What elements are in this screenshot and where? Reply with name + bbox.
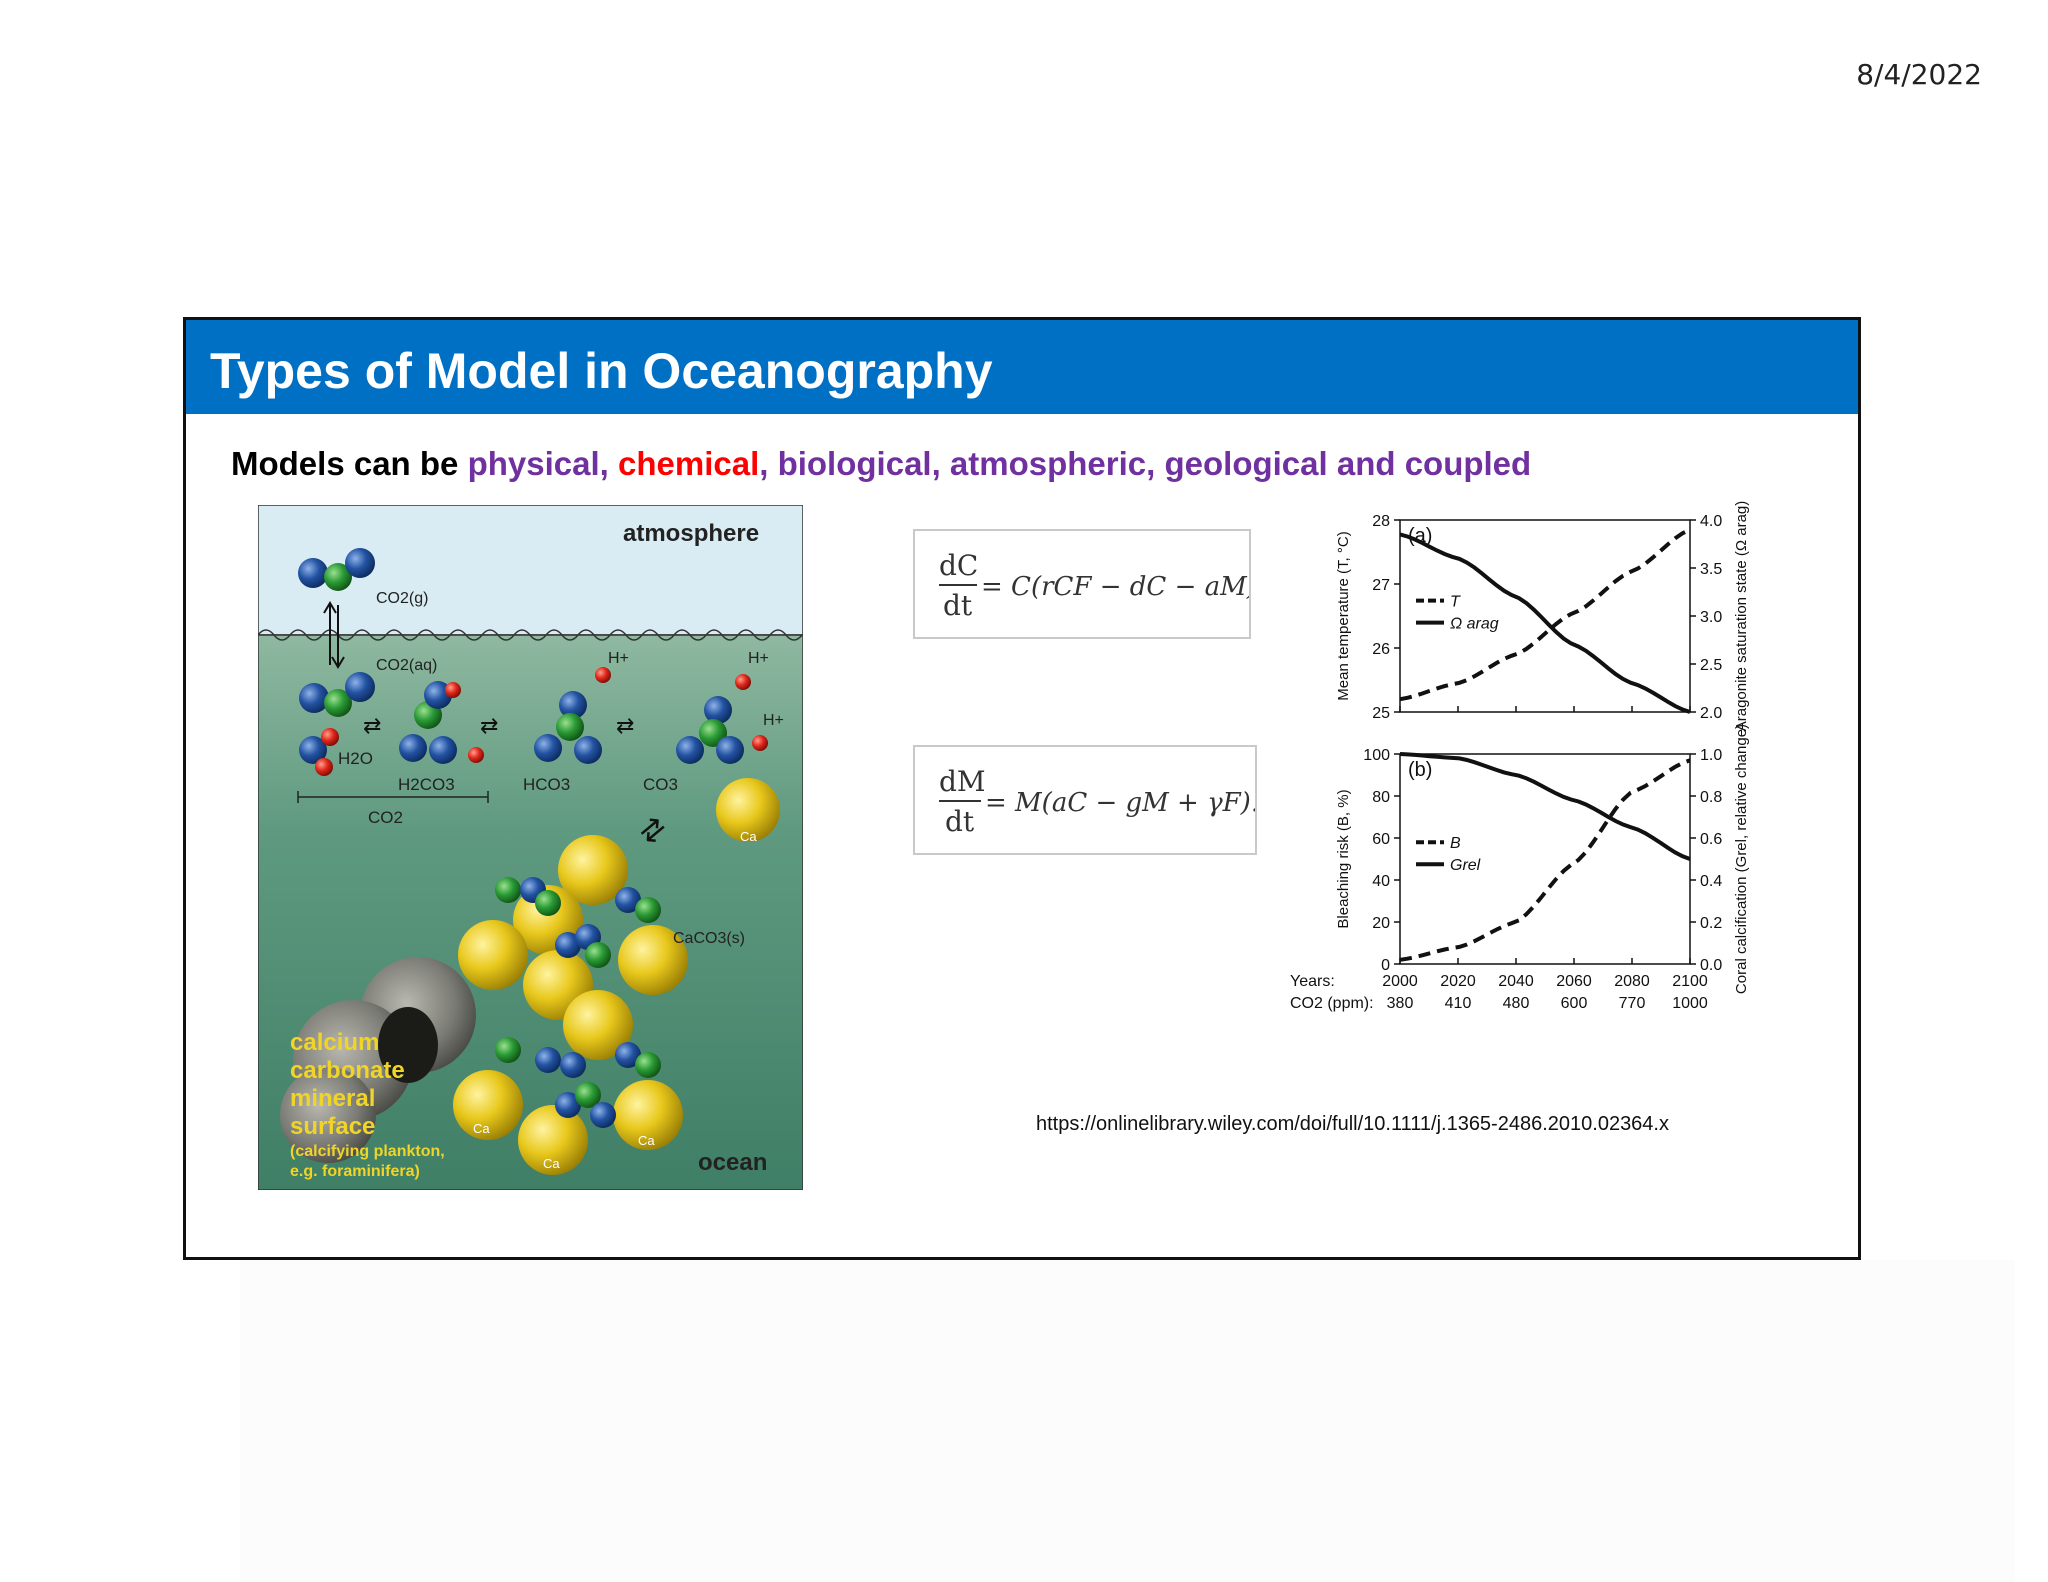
x-tick-label: 2060 — [1556, 973, 1592, 990]
slide-title: Types of Model in Oceanography — [210, 343, 993, 399]
co2-tick-label: 600 — [1561, 995, 1588, 1012]
y-tick-label-0: 26 — [1372, 641, 1390, 658]
panel-frame-0 — [1399, 519, 1691, 713]
y2-tick-label-0: 2.0 — [1700, 705, 1722, 722]
y2-tick-label-0: 4.0 — [1700, 513, 1722, 530]
svg-text:⇄: ⇄ — [480, 713, 498, 738]
slide-subtitle: Models can be physical, chemical, biolog… — [231, 445, 1531, 483]
series-line-1-0 — [1399, 758, 1691, 962]
source-link[interactable]: https://onlinelibrary.wiley.com/doi/full… — [1036, 1113, 1669, 1135]
co2-tick-label: 410 — [1445, 995, 1472, 1012]
x-row-label-co2: CO2 (ppm): — [1290, 995, 1374, 1012]
x-tick-label: 2020 — [1440, 973, 1476, 990]
label-h3: H+ — [763, 712, 784, 729]
eq1-rhs: = C(rCF − dC − aM) — [981, 572, 1249, 602]
y-tick-label-1: 20 — [1372, 915, 1390, 932]
lower-background — [240, 1260, 2015, 1582]
y-tick-label-0: 25 — [1372, 705, 1390, 722]
eq1-denominator: dt — [943, 589, 973, 622]
y-tick-label-0: 27 — [1372, 577, 1390, 594]
y-tick-label-0: 28 — [1372, 513, 1390, 530]
subtitle-sep1: , — [599, 445, 618, 482]
x-tick-label: 2080 — [1614, 973, 1650, 990]
y2label-0: Aragonite saturation state (Ω arag) — [1733, 501, 1750, 732]
y2-tick-label-0: 3.5 — [1700, 561, 1722, 578]
ocean-label: ocean — [698, 1149, 767, 1176]
ylabel-0: Mean temperature (T, °C) — [1335, 531, 1352, 700]
svg-text:⇄: ⇄ — [616, 713, 634, 738]
x-tick-label: 2100 — [1672, 973, 1708, 990]
legend-label-0-1: Ω arag — [1450, 616, 1499, 633]
mineral-caption-4: surface — [290, 1113, 375, 1140]
series-line-1-1 — [1399, 752, 1691, 861]
co2-tick-label: 380 — [1387, 995, 1414, 1012]
y2-tick-label-1: 0.6 — [1700, 831, 1722, 848]
label-caco3: CaCO3(s) — [673, 930, 745, 947]
y-tick-label-1: 40 — [1372, 873, 1390, 890]
mineral-note-2: e.g. foraminifera) — [290, 1163, 420, 1180]
subtitle-rest: biological, atmospheric, geological and … — [777, 445, 1532, 482]
y2-tick-label-1: 1.0 — [1700, 747, 1722, 764]
label-co2: CO2 — [368, 808, 403, 827]
x-tick-label: 2000 — [1382, 973, 1418, 990]
ylabel-1: Bleaching risk (B, %) — [1335, 789, 1352, 928]
svg-text:⇄: ⇄ — [363, 713, 381, 738]
subtitle-sep2: , — [759, 445, 778, 482]
mineral-caption-3: mineral — [290, 1085, 375, 1112]
legend-label-0-0: T — [1450, 594, 1461, 611]
eq2-denominator: dt — [945, 805, 975, 838]
label-ca1: Ca — [740, 829, 757, 844]
co2-tick-label: 770 — [1619, 995, 1646, 1012]
legend-label-1-1: Grel — [1450, 857, 1481, 874]
label-co3: CO3 — [643, 775, 678, 794]
eq1-numerator: dC — [939, 549, 978, 582]
subtitle-lead: Models can be — [231, 445, 468, 482]
label-h2o: H2O — [338, 749, 373, 768]
y2-tick-label-0: 3.0 — [1700, 609, 1722, 626]
eq2-numerator: dM — [939, 765, 986, 798]
subtitle-physical: physical — [467, 445, 600, 482]
label-ca4: Ca — [638, 1133, 655, 1148]
carbonate-chemistry-illustration: atmosphere ocean CO2(g) CO2(aq) H2O ⇄ H2… — [258, 505, 803, 1190]
legend-label-1-0: B — [1450, 835, 1461, 852]
coral-projection-charts: (a) 25 26 27 28 2.0 2.5 3.0 3.5 4.0 Mean temperatu… — [1290, 501, 1750, 1012]
date-label: 8/4/2022 — [1856, 58, 1982, 91]
y2-tick-label-1: 0.2 — [1700, 915, 1722, 932]
y2-tick-label-1: 0.8 — [1700, 789, 1722, 806]
eq2-rhs: = M(aC − gM + γF). — [985, 788, 1255, 818]
y2label-1: Coral calcification (Grel, relative chan… — [1733, 724, 1750, 994]
label-h2co3: H2CO3 — [398, 775, 455, 794]
label-hco3: HCO3 — [523, 775, 570, 794]
title-bar: Types of Model in Oceanography — [186, 320, 1858, 414]
y-tick-label-1: 80 — [1372, 789, 1390, 806]
atmosphere-label: atmosphere — [623, 520, 759, 547]
equation-coral: dC dt = C(rCF − dC − aM) — [913, 529, 1257, 639]
mineral-caption-2: carbonate — [290, 1057, 405, 1084]
label-h2: H+ — [748, 650, 769, 667]
label-co2aq: CO2(aq) — [376, 657, 437, 674]
label-ca3: Ca — [543, 1156, 560, 1171]
x-tick-label: 2040 — [1498, 973, 1534, 990]
mineral-caption-1: calcium — [290, 1029, 379, 1056]
label-co2g: CO2(g) — [376, 590, 428, 607]
label-h1: H+ — [608, 650, 629, 667]
y2-tick-label-1: 0.0 — [1700, 957, 1722, 974]
panel-label-0: (a) — [1408, 525, 1432, 547]
y-tick-label-1: 0 — [1381, 957, 1390, 974]
y2-tick-label-0: 2.5 — [1700, 657, 1722, 674]
y2-tick-label-1: 0.4 — [1700, 873, 1722, 890]
x-row-label-years: Years: — [1290, 973, 1335, 990]
series-line-0-0 — [1399, 527, 1691, 702]
co2-tick-label: 1000 — [1672, 995, 1708, 1012]
y-tick-label-1: 100 — [1363, 747, 1390, 764]
equation-macroalgae: dM dt = M(aC − gM + γF). — [913, 745, 1259, 855]
y-tick-label-1: 60 — [1372, 831, 1390, 848]
co2-tick-label: 480 — [1503, 995, 1530, 1012]
panel-label-1: (b) — [1408, 759, 1432, 781]
subtitle-chemical: chemical — [617, 445, 760, 482]
series-line-0-1 — [1399, 532, 1691, 714]
label-ca2: Ca — [473, 1121, 490, 1136]
mineral-note-1: (calcifying plankton, — [290, 1143, 445, 1160]
